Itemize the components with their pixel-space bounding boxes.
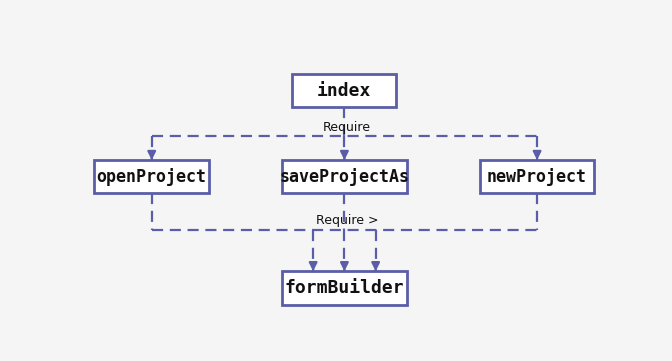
Text: Require >: Require >	[316, 214, 378, 227]
Text: index: index	[317, 82, 372, 100]
FancyBboxPatch shape	[282, 160, 407, 193]
FancyBboxPatch shape	[282, 271, 407, 305]
Text: newProject: newProject	[487, 168, 587, 186]
Text: saveProjectAs: saveProjectAs	[280, 168, 409, 186]
Text: formBuilder: formBuilder	[284, 279, 405, 297]
FancyBboxPatch shape	[480, 160, 594, 193]
FancyBboxPatch shape	[292, 74, 396, 107]
FancyBboxPatch shape	[94, 160, 209, 193]
Text: openProject: openProject	[97, 168, 207, 186]
Text: Require: Require	[323, 121, 371, 134]
